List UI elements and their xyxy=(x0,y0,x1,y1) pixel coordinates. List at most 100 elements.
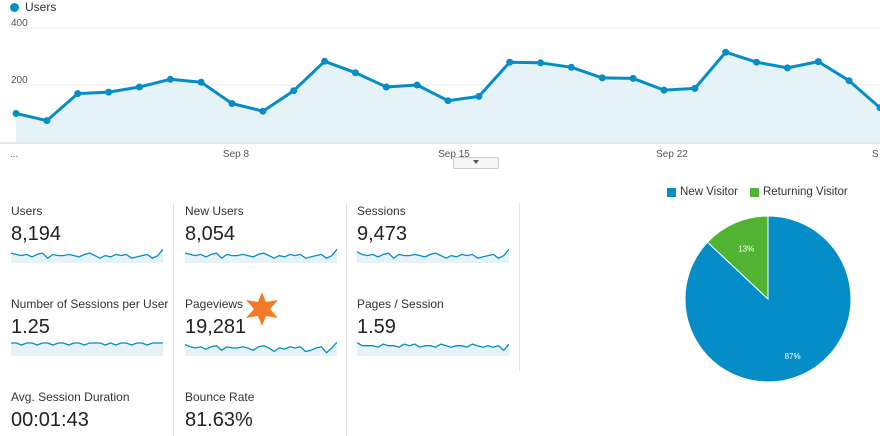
metric-value: 19,281 xyxy=(185,316,247,338)
visitor-pie-chart: 87% 13% xyxy=(684,215,852,383)
data-point xyxy=(660,86,668,94)
legend-swatch xyxy=(749,187,759,197)
metric-label: Number of Sessions per User xyxy=(11,297,169,311)
metric-label: Avg. Session Duration xyxy=(11,390,130,404)
data-point xyxy=(814,58,822,66)
metric-label: Pages / Session xyxy=(357,297,444,311)
data-point xyxy=(105,88,113,96)
metric-value: 1.59 xyxy=(357,316,396,338)
sparkline-fill xyxy=(185,342,337,356)
metric-divider xyxy=(346,203,347,436)
metric-label: Pageviews xyxy=(185,297,244,311)
metric-sparkline xyxy=(357,248,509,263)
x-tick-label: ... xyxy=(10,149,18,160)
metric-value: 00:01:43 xyxy=(11,409,89,431)
data-point xyxy=(351,69,359,77)
metric-tile[interactable]: New Users 8,054 xyxy=(185,204,345,263)
users-legend-dot xyxy=(10,2,19,12)
pie-slice-label: 13% xyxy=(738,245,754,254)
y-tick-label: 400 xyxy=(11,18,28,29)
legend-new-visitor[interactable]: New Visitor xyxy=(667,186,738,198)
y-tick-label: 200 xyxy=(11,75,28,86)
metric-value: 81.63% xyxy=(185,409,253,431)
metric-label: Sessions xyxy=(357,204,406,218)
legend-returning-visitor[interactable]: Returning Visitor xyxy=(749,186,848,198)
sparkline-fill xyxy=(11,343,163,356)
data-point xyxy=(12,110,20,117)
x-tick-label: Sep 8 xyxy=(223,149,250,160)
metric-value: 8,194 xyxy=(11,223,62,245)
users-legend-label: Users xyxy=(25,0,57,14)
data-point xyxy=(321,57,329,65)
metric-divider xyxy=(173,203,174,436)
data-point xyxy=(783,64,791,72)
pie-legend: New Visitor Returning Visitor xyxy=(667,186,848,198)
metric-label: New Users xyxy=(185,204,244,218)
data-point xyxy=(629,74,637,82)
data-point xyxy=(382,83,390,91)
x-tick-label: S xyxy=(872,149,879,160)
legend-label: Returning Visitor xyxy=(762,186,848,198)
metric-label: Users xyxy=(11,204,43,218)
data-point xyxy=(753,58,761,66)
data-point xyxy=(74,90,82,98)
sparkline-fill xyxy=(357,249,509,263)
sparkline-fill xyxy=(357,342,509,356)
metric-sparkline xyxy=(357,342,509,356)
data-point xyxy=(876,104,880,112)
sparkline-line xyxy=(185,341,337,354)
data-point xyxy=(598,74,606,82)
data-point xyxy=(290,87,298,95)
metric-tile[interactable]: Number of Sessions per User 1.25 xyxy=(11,297,171,356)
chart-legend[interactable]: Users xyxy=(10,0,56,14)
sparkline-line xyxy=(11,342,163,346)
data-point xyxy=(537,59,545,67)
metric-tile[interactable]: Bounce Rate 81.63% xyxy=(185,390,345,432)
metric-tile[interactable]: Avg. Session Duration 00:01:43 xyxy=(11,390,171,432)
sparkline-line xyxy=(185,248,337,260)
chevron-down-icon xyxy=(473,160,479,164)
data-point xyxy=(506,58,514,66)
metric-tile[interactable]: Pages / Session 1.59 xyxy=(357,297,517,356)
sparkline-line xyxy=(11,248,163,260)
x-tick-label: Sep 22 xyxy=(656,149,688,160)
sparkline-line xyxy=(357,248,509,260)
data-point xyxy=(444,97,452,105)
metric-divider xyxy=(519,203,520,371)
metric-value: 1.25 xyxy=(11,316,50,338)
sparkline-fill xyxy=(11,249,163,263)
legend-label: New Visitor xyxy=(680,186,738,198)
metric-tile[interactable]: Sessions 9,473 xyxy=(357,204,517,263)
chart-expand-handle[interactable] xyxy=(453,157,499,169)
data-point xyxy=(691,84,699,92)
data-point xyxy=(722,48,730,56)
metric-value: 9,473 xyxy=(357,223,408,245)
pie-slice-label: 87% xyxy=(785,352,801,361)
data-point xyxy=(567,63,575,71)
data-point xyxy=(166,75,174,83)
metric-sparkline xyxy=(185,248,337,263)
sparkline-fill xyxy=(185,249,337,263)
sparkline-line xyxy=(357,342,509,352)
data-point xyxy=(475,92,483,100)
users-line-chart: 400 200... Sep 8 Sep 15 Sep 22 S xyxy=(0,18,880,160)
data-point xyxy=(259,107,267,115)
data-point xyxy=(228,100,236,107)
data-point xyxy=(197,78,205,86)
metric-tile[interactable]: Pageviews 19,281 xyxy=(185,297,345,356)
data-point xyxy=(43,117,51,125)
users-area-fill xyxy=(16,52,880,143)
metric-label: Bounce Rate xyxy=(185,390,255,404)
metric-sparkline xyxy=(185,341,337,356)
legend-swatch xyxy=(667,187,676,197)
x-tick-label: Sep 15 xyxy=(438,149,470,160)
data-point xyxy=(845,77,853,85)
pie-slice-returning-visitor[interactable] xyxy=(706,215,769,301)
metric-tile[interactable]: Users 8,194 xyxy=(11,204,171,263)
data-point xyxy=(135,83,143,91)
star-icon xyxy=(246,292,278,326)
metric-value: 8,054 xyxy=(185,223,236,245)
data-point xyxy=(413,81,421,89)
metric-sparkline xyxy=(11,342,163,356)
metric-sparkline xyxy=(11,248,163,263)
